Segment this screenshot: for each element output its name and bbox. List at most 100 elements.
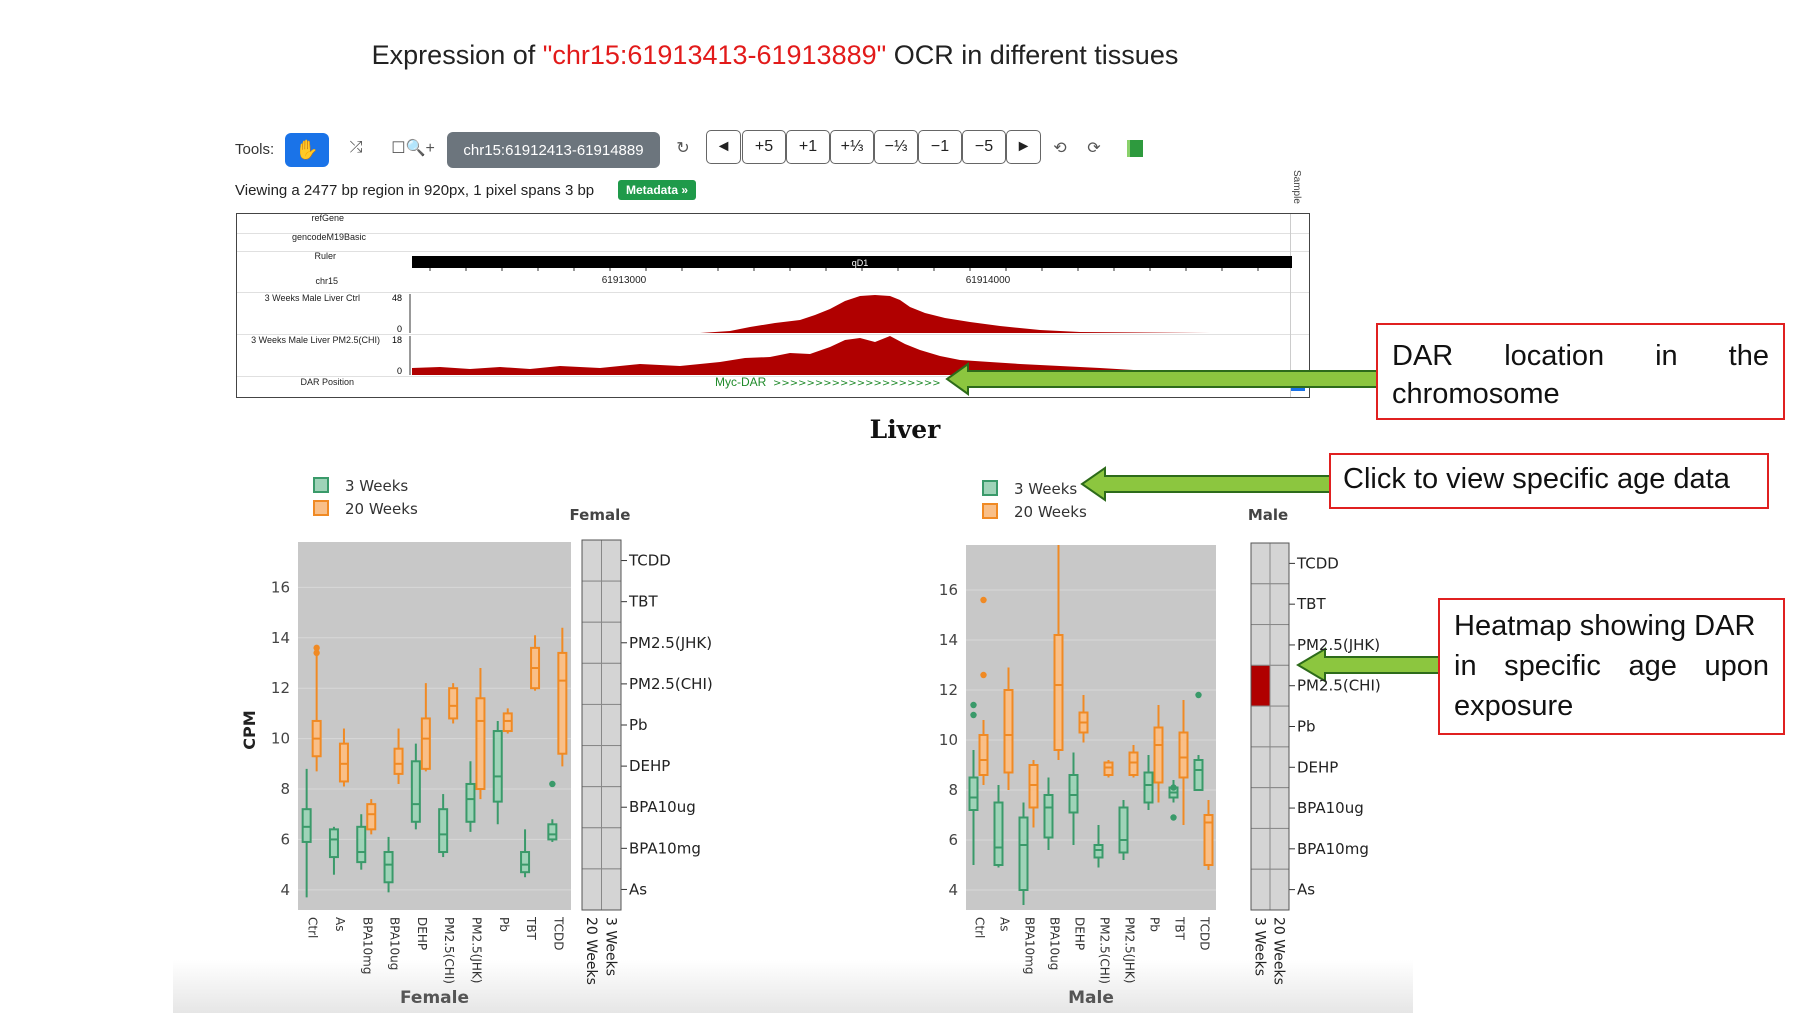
region-input[interactable]: chr15:61912413-61914889 xyxy=(447,132,660,168)
box-body[interactable] xyxy=(1193,759,1204,791)
heatmap-cell[interactable] xyxy=(1250,705,1271,748)
heatmap-cell[interactable] xyxy=(581,745,602,788)
heatmap-cell[interactable] xyxy=(1250,868,1271,911)
box-body[interactable] xyxy=(393,747,404,775)
box-body[interactable] xyxy=(338,742,349,783)
heatmap-cell[interactable] xyxy=(581,662,602,705)
box-body[interactable] xyxy=(993,801,1004,866)
heatmap-cell[interactable] xyxy=(1250,746,1271,789)
heatmap-cell[interactable] xyxy=(601,539,622,582)
heatmap-cell[interactable] xyxy=(601,662,622,705)
box-body[interactable] xyxy=(1018,816,1029,891)
heatmap-cell[interactable] xyxy=(581,786,602,829)
legend-3weeks-swatch[interactable] xyxy=(313,477,329,493)
zoom-out-third-button[interactable]: −⅓ xyxy=(874,130,918,164)
zoom-out-5-button[interactable]: −5 xyxy=(962,130,1006,164)
zoom-out-1-button[interactable]: −1 xyxy=(918,130,962,164)
box-body[interactable] xyxy=(1103,761,1114,776)
outlier-point[interactable] xyxy=(1170,784,1177,791)
box-body[interactable] xyxy=(448,687,459,720)
reload-region-button[interactable]: ↻ xyxy=(668,134,698,162)
box-body[interactable] xyxy=(1003,689,1014,774)
legend-20weeks-swatch[interactable] xyxy=(313,500,329,516)
metadata-button[interactable]: Metadata » xyxy=(618,180,696,200)
heatmap-cell[interactable] xyxy=(1250,787,1271,829)
heatmap-cell[interactable] xyxy=(1250,542,1271,585)
box-body[interactable] xyxy=(438,808,449,854)
outlier-point[interactable] xyxy=(313,644,320,652)
box-body[interactable] xyxy=(328,828,339,859)
heatmap-cell[interactable] xyxy=(581,539,602,582)
box-body[interactable] xyxy=(356,825,367,864)
heatmap-cell[interactable] xyxy=(601,580,622,623)
bookmark-button[interactable] xyxy=(1120,134,1150,162)
box-body[interactable] xyxy=(1053,634,1064,751)
heatmap-cell[interactable] xyxy=(1269,664,1290,707)
outlier-point[interactable] xyxy=(1195,691,1202,699)
heatmap-cell[interactable] xyxy=(1269,827,1290,870)
heatmap-cell[interactable] xyxy=(581,827,602,870)
box-body[interactable] xyxy=(1178,731,1189,779)
heatmap-cell[interactable] xyxy=(581,580,602,623)
box-body[interactable] xyxy=(1043,794,1054,839)
box-body[interactable] xyxy=(301,808,312,843)
box-body[interactable] xyxy=(465,782,476,823)
box-body[interactable] xyxy=(502,712,513,733)
box-body[interactable] xyxy=(968,776,979,811)
undo-button[interactable]: ⟲ xyxy=(1048,134,1072,162)
heatmap-cell[interactable] xyxy=(601,703,622,747)
heatmap-cell[interactable] xyxy=(1250,827,1271,870)
outlier-point[interactable] xyxy=(980,671,987,679)
heatmap-cell[interactable] xyxy=(1269,705,1290,748)
heatmap-cell[interactable] xyxy=(601,786,622,829)
box-body[interactable] xyxy=(978,734,989,776)
heatmap-cell[interactable] xyxy=(601,621,622,664)
heatmap-cell[interactable] xyxy=(1269,868,1290,911)
reorder-tool-button[interactable]: ⤮ xyxy=(339,134,373,162)
box-body[interactable] xyxy=(410,760,421,823)
redo-button[interactable]: ⟳ xyxy=(1082,134,1106,162)
box-body[interactable] xyxy=(1118,806,1129,854)
box-body[interactable] xyxy=(420,717,431,770)
heatmap-cell[interactable] xyxy=(581,621,602,664)
box-body[interactable] xyxy=(1128,751,1139,776)
zoom-in-1-button[interactable]: +1 xyxy=(786,130,830,164)
outlier-point[interactable] xyxy=(970,701,977,709)
box-body[interactable] xyxy=(492,730,503,803)
heatmap-cell[interactable] xyxy=(1269,542,1290,585)
legend-20weeks-swatch[interactable] xyxy=(982,503,998,519)
heatmap-cell[interactable] xyxy=(1250,664,1271,707)
zoom-select-tool-button[interactable]: ☐🔍+ xyxy=(385,134,441,162)
outlier-point[interactable] xyxy=(970,711,977,719)
heatmap-cell[interactable] xyxy=(581,703,602,747)
heatmap-cell[interactable] xyxy=(601,745,622,788)
box-body[interactable] xyxy=(475,697,486,791)
genome-browser-panel[interactable] xyxy=(236,213,1310,398)
box-body[interactable] xyxy=(1028,764,1039,809)
zoom-in-5-button[interactable]: +5 xyxy=(742,130,786,164)
outlier-point[interactable] xyxy=(549,780,556,788)
outlier-point[interactable] xyxy=(313,649,320,657)
box-body[interactable] xyxy=(557,651,568,755)
heatmap-cell[interactable] xyxy=(1269,746,1290,789)
heatmap-cell[interactable] xyxy=(1269,624,1290,666)
pan-right-button[interactable]: ► xyxy=(1006,130,1041,164)
box-body[interactable] xyxy=(1143,771,1154,804)
box-body[interactable] xyxy=(1203,814,1214,866)
box-body[interactable] xyxy=(1093,844,1104,859)
outlier-point[interactable] xyxy=(980,596,987,604)
box-body[interactable] xyxy=(547,823,558,841)
dar-feature-arrows[interactable]: >>>>>>>>>>>>>>>>>>>> xyxy=(773,378,941,389)
heatmap-cell[interactable] xyxy=(1269,787,1290,829)
pan-left-button[interactable]: ◄ xyxy=(706,130,741,164)
box-body[interactable] xyxy=(1068,774,1079,814)
heatmap-cell[interactable] xyxy=(1250,624,1271,666)
pan-tool-button[interactable]: ✋ xyxy=(285,133,329,167)
heatmap-cell[interactable] xyxy=(1269,583,1290,626)
box-body[interactable] xyxy=(366,803,377,831)
box-body[interactable] xyxy=(383,851,394,884)
zoom-in-third-button[interactable]: +⅓ xyxy=(830,130,874,164)
heatmap-cell[interactable] xyxy=(1250,583,1271,626)
outlier-point[interactable] xyxy=(1170,814,1177,821)
